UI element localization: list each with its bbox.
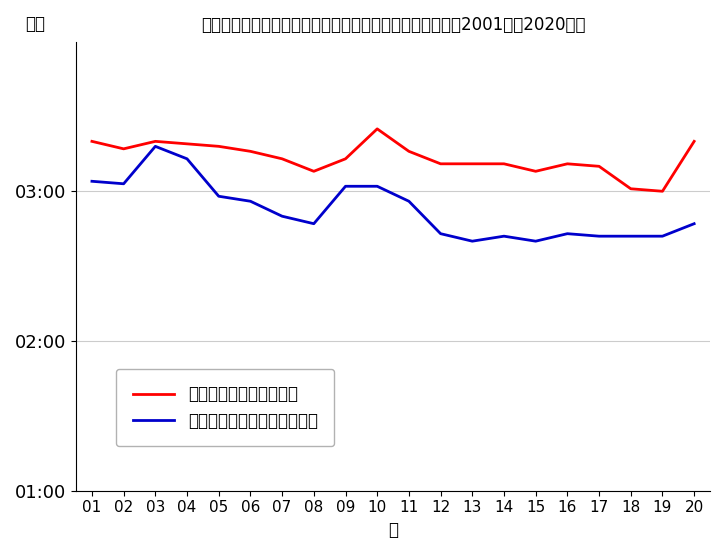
X-axis label: 年: 年	[388, 521, 398, 539]
パフォーマンス時間の中央値	[468, 238, 476, 244]
パフォーマンス時間の中央値	[658, 233, 667, 239]
パフォーマンス時間の中央値	[246, 198, 254, 204]
平均パフォーマンス時間	[246, 148, 254, 155]
平均パフォーマンス時間	[183, 141, 191, 147]
Title: 平均パフォーマンス時間とパフォーマンス時間の中央値（2001年〜2020年）: 平均パフォーマンス時間とパフォーマンス時間の中央値（2001年〜2020年）	[201, 17, 585, 34]
平均パフォーマンス時間	[151, 138, 160, 145]
平均パフォーマンス時間	[468, 161, 476, 167]
平均パフォーマンス時間	[689, 138, 698, 145]
パフォーマンス時間の中央値	[341, 183, 350, 189]
Text: 時間: 時間	[25, 14, 46, 33]
平均パフォーマンス時間	[594, 163, 603, 170]
平均パフォーマンス時間	[531, 168, 540, 175]
パフォーマンス時間の中央値	[183, 156, 191, 162]
パフォーマンス時間の中央値	[151, 143, 160, 150]
パフォーマンス時間の中央値	[215, 193, 223, 199]
パフォーマンス時間の中央値	[120, 181, 128, 187]
Legend: 平均パフォーマンス時間, パフォーマンス時間の中央値: 平均パフォーマンス時間, パフォーマンス時間の中央値	[116, 369, 334, 447]
パフォーマンス時間の中央値	[278, 213, 286, 219]
パフォーマンス時間の中央値	[689, 220, 698, 227]
平均パフォーマンス時間	[278, 156, 286, 162]
平均パフォーマンス時間	[310, 168, 318, 175]
平均パフォーマンス時間	[500, 161, 508, 167]
パフォーマンス時間の中央値	[563, 230, 572, 237]
平均パフォーマンス時間	[120, 146, 128, 152]
Line: パフォーマンス時間の中央値: パフォーマンス時間の中央値	[92, 146, 694, 241]
平均パフォーマンス時間	[563, 161, 572, 167]
パフォーマンス時間の中央値	[626, 233, 635, 239]
パフォーマンス時間の中央値	[88, 178, 96, 184]
平均パフォーマンス時間	[658, 188, 667, 194]
パフォーマンス時間の中央値	[594, 233, 603, 239]
Line: 平均パフォーマンス時間: 平均パフォーマンス時間	[92, 129, 694, 191]
平均パフォーマンス時間	[88, 138, 96, 145]
パフォーマンス時間の中央値	[373, 183, 381, 189]
平均パフォーマンス時間	[626, 186, 635, 192]
パフォーマンス時間の中央値	[436, 230, 445, 237]
パフォーマンス時間の中央値	[405, 198, 413, 204]
平均パフォーマンス時間	[436, 161, 445, 167]
平均パフォーマンス時間	[215, 143, 223, 150]
平均パフォーマンス時間	[405, 148, 413, 155]
パフォーマンス時間の中央値	[531, 238, 540, 244]
パフォーマンス時間の中央値	[310, 220, 318, 227]
平均パフォーマンス時間	[373, 126, 381, 132]
平均パフォーマンス時間	[341, 156, 350, 162]
パフォーマンス時間の中央値	[500, 233, 508, 239]
